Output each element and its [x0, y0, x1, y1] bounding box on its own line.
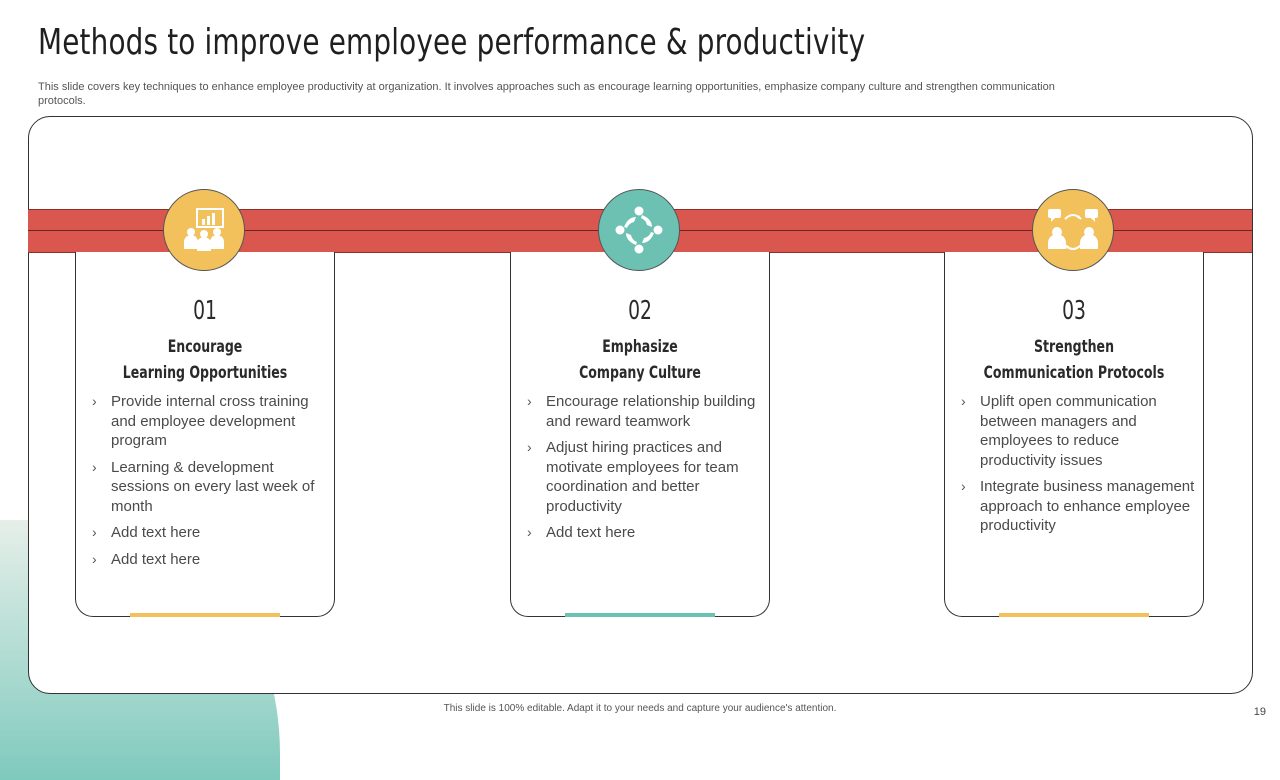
- slide-title: Methods to improve employee performance …: [38, 22, 866, 63]
- card-accent-bar: [565, 613, 715, 617]
- card-number: 02: [628, 296, 652, 326]
- slide-subtitle: This slide covers key techniques to enha…: [38, 81, 1055, 107]
- communication-exchange-icon: [1032, 189, 1114, 271]
- card-heading-line2: Learning Opportunities: [122, 363, 288, 383]
- bullet-item: › Add text here: [92, 524, 201, 541]
- bullet-item: › Adjust hiring practices and motivate em…: [527, 439, 739, 515]
- chevron-right-icon: ›: [92, 524, 97, 540]
- chevron-right-icon: ›: [527, 393, 532, 409]
- card-heading-line2: Communication Protocols: [983, 363, 1165, 383]
- card-bullet-list: › Provide internal cross training and emp…: [90, 392, 330, 576]
- chevron-right-icon: ›: [961, 478, 966, 494]
- card-accent-bar: [999, 613, 1149, 617]
- chevron-right-icon: ›: [92, 550, 97, 567]
- card-heading: Encourage Learning Opportunities: [99, 334, 311, 386]
- method-card-1: 01 Encourage Learning Opportunities › Pro…: [75, 252, 335, 617]
- card-heading: Emphasize Company Culture: [534, 334, 746, 386]
- card-number: 01: [193, 296, 217, 326]
- method-card-2: 02 Emphasize Company Culture › Encourage …: [510, 252, 770, 617]
- card-heading-line2: Company Culture: [579, 363, 701, 383]
- card-bullet-list: › Uplift open communication between manag…: [959, 392, 1199, 543]
- footer-note: This slide is 100% editable. Adapt it to…: [443, 703, 837, 714]
- chevron-right-icon: ›: [92, 458, 97, 475]
- card-heading-line1: Strengthen: [1033, 337, 1115, 357]
- chevron-right-icon: ›: [92, 393, 97, 409]
- bullet-item: › Encourage relationship building and rew…: [527, 393, 756, 430]
- bullet-item: › Add text here: [92, 550, 201, 568]
- bullet-item: › Integrate business management approach …: [961, 478, 1195, 534]
- card-accent-bar: [130, 613, 280, 617]
- bullet-item: › Uplift open communication between manag…: [961, 393, 1157, 469]
- bullet-item: › Provide internal cross training and emp…: [92, 393, 309, 449]
- bullet-item: › Add text here: [527, 524, 636, 541]
- card-bullet-list: › Encourage relationship building and rew…: [525, 392, 765, 550]
- bullet-item: › Learning & development sessions on ever…: [92, 458, 315, 515]
- presentation-audience-icon: [163, 189, 245, 271]
- card-heading: Strengthen Communication Protocols: [968, 334, 1180, 386]
- chevron-right-icon: ›: [527, 524, 532, 540]
- card-heading-line1: Encourage: [167, 337, 243, 357]
- chevron-right-icon: ›: [527, 439, 532, 455]
- card-heading-line1: Emphasize: [602, 337, 678, 357]
- card-number: 03: [1062, 296, 1086, 326]
- page-number: 19: [1253, 706, 1266, 718]
- chevron-right-icon: ›: [961, 393, 966, 409]
- method-card-3: 03 Strengthen Communication Protocols › U…: [944, 252, 1204, 617]
- team-collaboration-icon: [598, 189, 680, 271]
